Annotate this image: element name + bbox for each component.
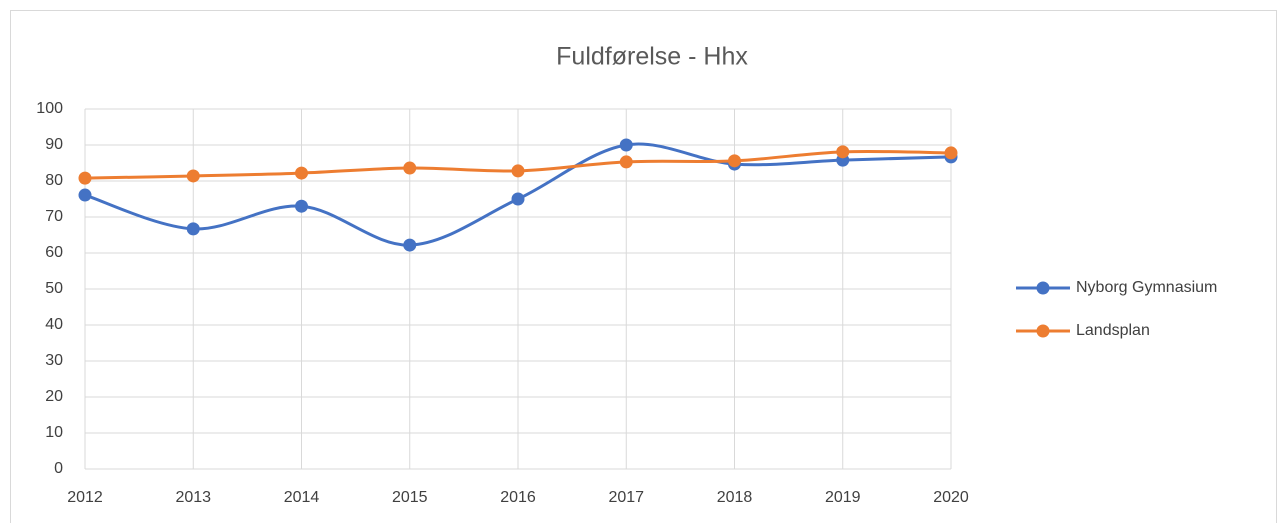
x-tick-label: 2018 <box>717 489 753 506</box>
legend-marker <box>1036 324 1050 338</box>
legend-label: Landsplan <box>1076 322 1150 339</box>
marker <box>295 199 308 213</box>
marker <box>186 169 200 183</box>
y-tick-label: 20 <box>45 388 63 405</box>
marker <box>619 138 633 152</box>
y-tick-label: 70 <box>45 208 63 225</box>
x-tick-label: 2017 <box>608 489 644 506</box>
chart-title: Fuldførelse - Hhx <box>556 43 748 71</box>
x-tick-label: 2013 <box>175 489 211 506</box>
marker <box>186 222 200 236</box>
x-tick-label: 2016 <box>500 489 536 506</box>
marker <box>836 145 850 159</box>
y-tick-label: 100 <box>36 100 63 117</box>
x-tick-label: 2014 <box>284 489 320 506</box>
y-tick-label: 10 <box>45 424 63 441</box>
y-tick-label: 80 <box>45 172 63 189</box>
x-tick-label: 2020 <box>933 489 969 506</box>
marker <box>403 238 417 252</box>
marker <box>511 164 525 178</box>
marker <box>511 192 525 206</box>
marker <box>78 188 92 202</box>
marker <box>78 171 92 185</box>
marker <box>403 161 417 175</box>
y-tick-label: 30 <box>45 352 63 369</box>
y-tick-label: 50 <box>45 280 63 297</box>
marker <box>619 155 633 169</box>
y-tick-label: 90 <box>45 136 63 153</box>
y-tick-label: 60 <box>45 244 63 261</box>
y-tick-label: 0 <box>54 460 63 477</box>
marker <box>944 146 958 160</box>
marker <box>728 154 741 168</box>
chart-border <box>10 10 1277 523</box>
legend-label: Nyborg Gymnasium <box>1076 279 1217 296</box>
marker <box>295 166 308 180</box>
y-tick-label: 40 <box>45 316 63 333</box>
x-tick-label: 2012 <box>67 489 103 506</box>
x-tick-label: 2019 <box>825 489 861 506</box>
legend-marker <box>1036 281 1050 295</box>
x-tick-label: 2015 <box>392 489 428 506</box>
